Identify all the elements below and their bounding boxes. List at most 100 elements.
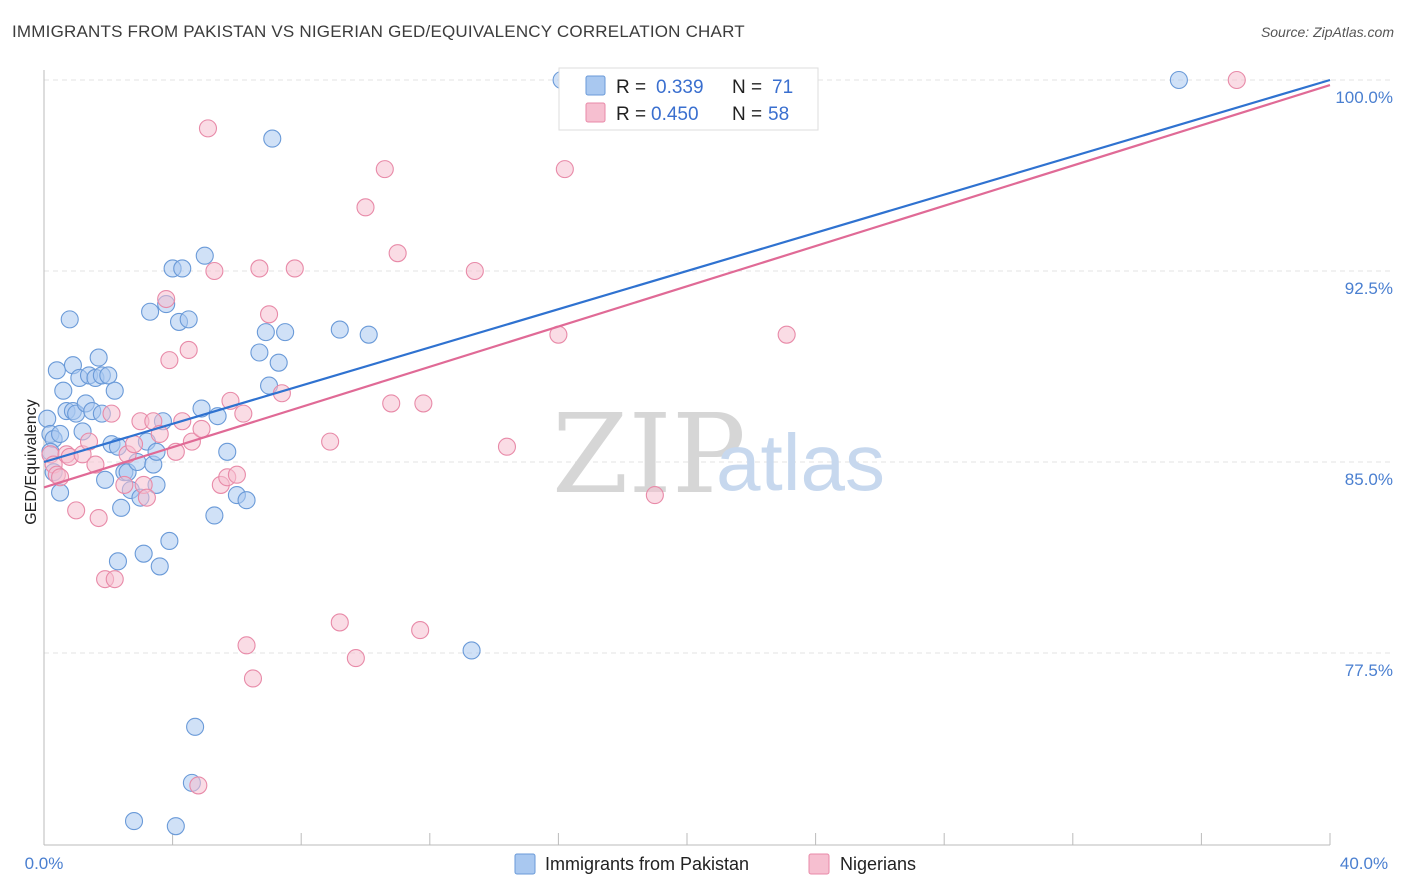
nigerian-point xyxy=(115,475,134,494)
legend-swatch-pink xyxy=(585,102,606,123)
legend-box: R = 0.339 N = 71 R = 0.450 N = 58 xyxy=(558,67,819,131)
nigerian-point xyxy=(465,261,484,281)
nigerian-point xyxy=(86,455,105,474)
pakistan-trend-line xyxy=(43,78,1331,464)
nigerian-point xyxy=(102,404,121,423)
legend-n-label-1: N = xyxy=(732,77,762,98)
y-tick-label: 100.0% xyxy=(1335,88,1393,107)
pakistan-point xyxy=(269,353,288,372)
pakistan-point xyxy=(359,325,378,344)
pakistan-point xyxy=(205,506,224,525)
pakistan-point xyxy=(47,361,66,380)
pakistan-point xyxy=(462,641,481,660)
nigerian-point xyxy=(67,501,86,520)
nigerian-point xyxy=(89,508,108,528)
pakistan-point xyxy=(173,259,192,278)
legend-r-label-2: R = xyxy=(616,104,646,125)
nigerian-point xyxy=(330,613,349,632)
trend-lines xyxy=(43,78,1331,489)
watermark-atlas: atlas xyxy=(716,418,885,507)
bottom-legend-swatch-pakistan xyxy=(514,853,536,875)
nigerian-point xyxy=(777,325,796,344)
legend-r-label-1: R = xyxy=(616,77,646,98)
pakistan-point xyxy=(108,552,127,571)
y-tick-label: 77.5% xyxy=(1345,661,1393,680)
nigerian-point xyxy=(497,437,517,456)
nigerian-point xyxy=(250,259,269,278)
nigerian-point xyxy=(79,432,99,451)
y-axis-title: GED/Equivalency xyxy=(23,399,40,524)
nigerian-point xyxy=(388,244,407,263)
nigerian-point xyxy=(189,776,208,795)
bottom-legend: Immigrants from Pakistan Nigerians xyxy=(514,853,916,875)
nigerian-point xyxy=(356,198,375,217)
nigerians-trend-line xyxy=(43,84,1331,489)
nigerian-point xyxy=(346,649,365,668)
pakistan-point xyxy=(218,442,237,461)
nigerian-point xyxy=(321,432,340,451)
nigerian-point xyxy=(259,305,279,324)
nigerian-point xyxy=(160,351,179,370)
pakistan-point xyxy=(38,409,57,428)
pakistan-point xyxy=(166,817,185,836)
legend-n-label-2: N = xyxy=(732,104,762,125)
x-ticks xyxy=(43,833,1331,845)
series-nigerians-points xyxy=(41,70,1246,795)
nigerian-point xyxy=(1227,70,1246,90)
pakistan-point xyxy=(263,129,282,148)
nigerian-point xyxy=(285,259,304,278)
pakistan-point xyxy=(256,323,275,342)
pakistan-point xyxy=(150,557,169,576)
y-tick-label: 92.5% xyxy=(1345,279,1393,298)
pakistan-point xyxy=(1169,70,1188,90)
grid-lines xyxy=(44,79,1392,654)
pakistan-point xyxy=(250,343,269,362)
pakistan-point xyxy=(51,483,70,502)
legend-r-value-2: 0.450 xyxy=(651,104,699,125)
pakistan-point xyxy=(105,381,124,400)
pakistan-point xyxy=(134,544,153,563)
bottom-legend-label-nigerians: Nigerians xyxy=(840,854,916,874)
pakistan-point xyxy=(54,381,73,400)
pakistan-point xyxy=(96,470,115,489)
nigerian-point xyxy=(382,394,401,413)
pakistan-point xyxy=(89,348,108,367)
nigerian-point xyxy=(198,119,218,138)
nigerian-point xyxy=(124,435,144,454)
source-label: Source: ZipAtlas.com xyxy=(1260,24,1394,40)
y-tick-label: 85.0% xyxy=(1345,470,1393,489)
nigerian-point xyxy=(411,621,430,640)
nigerian-point xyxy=(192,419,211,438)
nigerian-point xyxy=(645,486,664,505)
pakistan-point xyxy=(60,310,79,329)
pakistan-point xyxy=(186,717,205,736)
nigerian-point xyxy=(157,289,176,309)
legend-n-value-2: 58 xyxy=(768,104,789,125)
nigerian-point xyxy=(179,340,198,359)
pakistan-point xyxy=(160,531,179,550)
nigerian-point xyxy=(105,570,124,589)
legend-r-value-1: 0.339 xyxy=(656,77,704,98)
chart-title: IMMIGRANTS FROM PAKISTAN VS NIGERIAN GED… xyxy=(12,22,745,41)
bottom-legend-label-pakistan: Immigrants from Pakistan xyxy=(545,854,749,874)
nigerian-point xyxy=(137,488,156,507)
pakistan-point xyxy=(330,320,349,339)
nigerian-point xyxy=(237,636,256,655)
x-tick-label-max: 40.0% xyxy=(1340,854,1388,873)
nigerian-point xyxy=(414,394,433,413)
legend-swatch-blue xyxy=(585,75,606,96)
pakistan-point xyxy=(51,424,70,444)
pakistan-point xyxy=(276,323,295,342)
legend-n-value-1: 71 xyxy=(772,77,793,98)
y-tick-labels: 77.5% 85.0% 92.5% 100.0% xyxy=(1335,88,1393,680)
x-tick-label-min: 0.0% xyxy=(25,854,64,873)
nigerian-point xyxy=(555,160,574,179)
pakistan-point xyxy=(192,399,211,418)
nigerian-point xyxy=(227,465,246,484)
pakistan-point xyxy=(99,366,118,385)
pakistan-point xyxy=(179,310,198,329)
nigerian-point xyxy=(243,669,263,688)
nigerian-point xyxy=(375,160,394,179)
pakistan-point xyxy=(195,246,214,265)
